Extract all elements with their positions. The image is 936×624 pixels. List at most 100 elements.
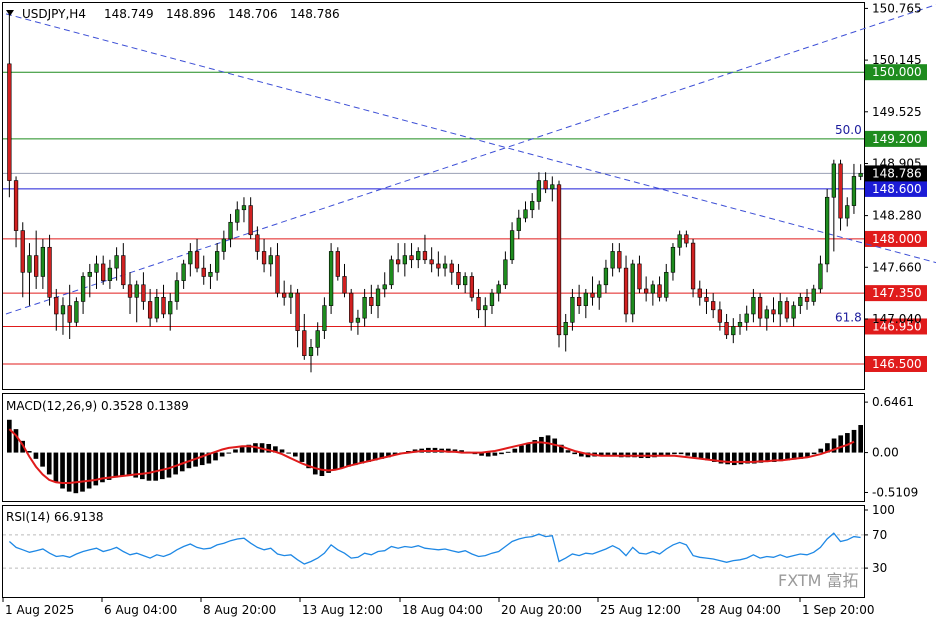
candle[interactable] bbox=[328, 243, 334, 314]
candle[interactable] bbox=[516, 209, 521, 239]
candle[interactable] bbox=[784, 297, 790, 323]
candle[interactable] bbox=[241, 197, 247, 223]
candle[interactable] bbox=[295, 288, 300, 348]
candle[interactable] bbox=[255, 226, 260, 260]
candle[interactable] bbox=[335, 247, 340, 281]
candle[interactable] bbox=[617, 243, 622, 273]
candle[interactable] bbox=[362, 288, 367, 327]
candle[interactable] bbox=[590, 276, 595, 306]
candle[interactable] bbox=[811, 284, 816, 306]
candle[interactable] bbox=[181, 259, 186, 289]
candle[interactable] bbox=[737, 313, 743, 335]
candle[interactable] bbox=[134, 280, 139, 323]
candle[interactable] bbox=[13, 176, 19, 248]
candle[interactable] bbox=[7, 13, 12, 198]
candle[interactable] bbox=[47, 234, 52, 306]
candle[interactable] bbox=[147, 288, 153, 327]
candle[interactable] bbox=[751, 288, 756, 323]
candle[interactable] bbox=[597, 280, 602, 310]
candle[interactable] bbox=[208, 263, 213, 289]
candle[interactable] bbox=[771, 297, 776, 323]
candle[interactable] bbox=[141, 272, 146, 310]
candle[interactable] bbox=[422, 234, 428, 264]
candle[interactable] bbox=[40, 238, 46, 289]
candle[interactable] bbox=[308, 338, 314, 373]
candle[interactable] bbox=[496, 280, 501, 302]
candle[interactable] bbox=[395, 243, 401, 273]
candle[interactable] bbox=[449, 259, 454, 285]
candle[interactable] bbox=[87, 263, 92, 298]
candle[interactable] bbox=[107, 259, 113, 289]
candle[interactable] bbox=[838, 159, 843, 231]
candle[interactable] bbox=[476, 288, 481, 319]
candle[interactable] bbox=[114, 247, 119, 281]
candle[interactable] bbox=[556, 180, 562, 348]
candle[interactable] bbox=[664, 263, 669, 302]
candle[interactable] bbox=[161, 284, 166, 319]
candle[interactable] bbox=[74, 297, 79, 327]
candle[interactable] bbox=[858, 164, 863, 181]
candle[interactable] bbox=[657, 276, 662, 302]
candle[interactable] bbox=[201, 255, 206, 285]
candle[interactable] bbox=[543, 172, 548, 194]
candle[interactable] bbox=[34, 230, 39, 289]
candle[interactable] bbox=[570, 288, 575, 331]
candle[interactable] bbox=[563, 313, 568, 352]
candle[interactable] bbox=[101, 255, 106, 285]
candle[interactable] bbox=[684, 230, 689, 248]
candle[interactable] bbox=[818, 255, 823, 294]
candle[interactable] bbox=[436, 251, 441, 277]
candle[interactable] bbox=[282, 280, 287, 306]
candle[interactable] bbox=[194, 238, 200, 273]
candle[interactable] bbox=[188, 243, 193, 277]
candle[interactable] bbox=[697, 280, 702, 306]
candle[interactable] bbox=[302, 313, 307, 360]
candle[interactable] bbox=[80, 272, 86, 314]
candle[interactable] bbox=[154, 288, 159, 323]
candle[interactable] bbox=[463, 272, 468, 294]
candle[interactable] bbox=[644, 276, 649, 302]
symbol-header[interactable]: USDJPY,H4 148.749 148.896 148.706 148.78… bbox=[6, 7, 340, 21]
candle[interactable] bbox=[623, 255, 629, 323]
candle[interactable] bbox=[168, 293, 173, 331]
candle[interactable] bbox=[603, 259, 609, 294]
candle[interactable] bbox=[402, 243, 407, 277]
candle[interactable] bbox=[94, 255, 99, 289]
candle[interactable] bbox=[530, 193, 535, 219]
candle[interactable] bbox=[375, 284, 381, 319]
candle[interactable] bbox=[550, 176, 555, 202]
candle[interactable] bbox=[536, 172, 542, 210]
candle[interactable] bbox=[268, 247, 273, 277]
candle[interactable] bbox=[851, 163, 857, 214]
candle[interactable] bbox=[576, 284, 582, 314]
candle[interactable] bbox=[509, 222, 515, 264]
candle[interactable] bbox=[429, 247, 434, 273]
candle[interactable] bbox=[677, 230, 682, 256]
candle[interactable] bbox=[315, 322, 320, 356]
candle[interactable] bbox=[670, 243, 676, 281]
candle[interactable] bbox=[261, 238, 267, 273]
candle[interactable] bbox=[469, 272, 475, 302]
candle[interactable] bbox=[60, 297, 66, 335]
candle[interactable] bbox=[235, 201, 240, 231]
candle[interactable] bbox=[174, 272, 180, 310]
candle[interactable] bbox=[409, 243, 414, 269]
candle[interactable] bbox=[20, 222, 25, 298]
candle[interactable] bbox=[583, 288, 588, 319]
candle[interactable] bbox=[355, 309, 361, 335]
candle[interactable] bbox=[221, 230, 226, 260]
candle[interactable] bbox=[791, 301, 796, 327]
candle[interactable] bbox=[382, 272, 387, 298]
candle[interactable] bbox=[523, 201, 528, 223]
candle[interactable] bbox=[322, 297, 327, 339]
trendline[interactable] bbox=[5, 13, 936, 264]
candle[interactable] bbox=[416, 247, 421, 269]
candle[interactable] bbox=[630, 259, 635, 323]
candle[interactable] bbox=[483, 297, 488, 327]
candle[interactable] bbox=[711, 293, 716, 319]
candle[interactable] bbox=[121, 243, 126, 289]
candle[interactable] bbox=[804, 288, 810, 310]
candle[interactable] bbox=[489, 288, 495, 314]
candle[interactable] bbox=[798, 293, 803, 314]
